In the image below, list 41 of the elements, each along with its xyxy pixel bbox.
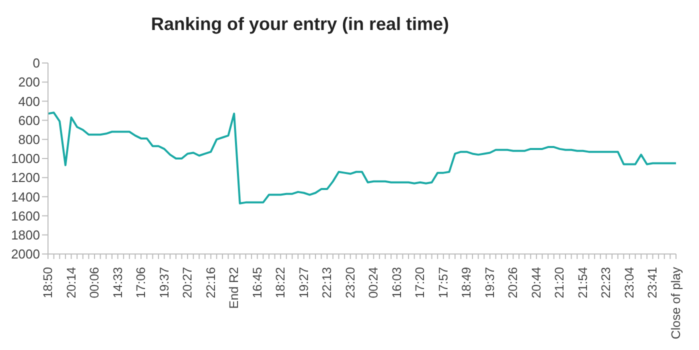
y-tick-label: 400 [18, 94, 40, 109]
y-tick-label: 1600 [11, 208, 40, 224]
line-series [48, 112, 676, 204]
x-tick-label: 00:06 [88, 266, 102, 298]
x-tick-label: 17:06 [134, 266, 148, 298]
y-tick-label: 600 [18, 112, 40, 128]
x-tick-label: 19:37 [482, 266, 497, 298]
chart-title: Ranking of your entry (in real time) [150, 14, 450, 35]
x-tick-label: End R2 [227, 266, 242, 309]
y-tick-label: 1200 [11, 170, 40, 186]
x-tick-label: Close of play [669, 266, 683, 340]
y-tick-label: 800 [18, 132, 40, 148]
x-tick-label: 18:22 [274, 266, 288, 298]
x-tick-label: 20:27 [180, 266, 195, 298]
y-tick-label: 2000 [11, 246, 40, 262]
y-tick-label: 200 [18, 74, 40, 90]
x-tick-label: 17:20 [413, 266, 428, 298]
x-tick-label: 20:14 [64, 266, 78, 298]
x-tick-label: 00:24 [366, 266, 381, 298]
y-tick-label: 1400 [11, 189, 40, 204]
x-tick-label: 19:27 [296, 266, 311, 298]
x-tick-label: 23:04 [622, 266, 636, 298]
x-tick-label: 19:37 [157, 266, 172, 298]
x-tick-label: 16:45 [250, 266, 264, 298]
x-tick-label: 20:26 [506, 266, 520, 298]
y-tick-label: 1800 [11, 228, 40, 243]
x-tick-label: 21:54 [576, 266, 590, 298]
x-tick-label: 22:16 [204, 266, 218, 298]
x-tick-label: 21:20 [552, 266, 567, 298]
x-tick-label: 16:03 [390, 266, 404, 298]
y-tick-label: 1000 [11, 151, 40, 166]
x-tick-label: 18:50 [41, 266, 55, 298]
x-tick-label: 20:44 [529, 266, 544, 298]
x-tick-label: 17:57 [436, 266, 450, 298]
x-tick-label: 23:41 [646, 266, 660, 298]
y-tick-label: 0 [32, 56, 40, 71]
x-tick-label: 18:49 [460, 266, 474, 298]
x-tick-label: 22:23 [599, 266, 614, 298]
x-tick-label: 22:13 [320, 266, 334, 298]
x-tick-label: 23:20 [343, 266, 358, 298]
x-tick-label: 14:33 [110, 266, 125, 298]
